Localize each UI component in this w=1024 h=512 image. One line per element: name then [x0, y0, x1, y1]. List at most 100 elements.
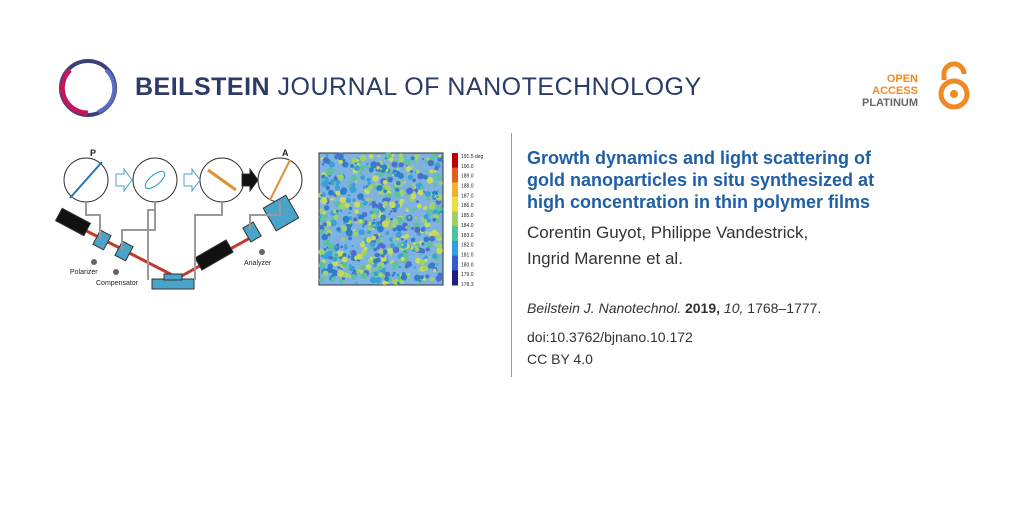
texture-spot — [377, 225, 384, 233]
texture-spot — [389, 253, 392, 257]
texture-spot — [398, 216, 404, 222]
texture-spot — [354, 255, 359, 261]
texture-spot — [325, 158, 331, 164]
texture-spot — [400, 241, 408, 249]
texture-spot — [320, 193, 324, 197]
texture-spot — [337, 174, 344, 181]
colorbar-segment — [452, 226, 458, 242]
texture-spot — [390, 222, 397, 228]
texture-spot — [388, 226, 391, 229]
texture-spot — [335, 190, 341, 196]
texture-spot — [428, 256, 431, 259]
texture-spot — [414, 247, 420, 252]
texture-spot — [358, 219, 363, 224]
texture-spot — [426, 241, 433, 248]
texture-spot — [389, 237, 394, 242]
texture-spot — [390, 210, 393, 213]
colorbar-label: 186.0 — [461, 203, 474, 209]
texture-spot — [380, 191, 385, 196]
texture-spot — [363, 246, 368, 251]
texture-spot — [382, 280, 387, 285]
texture-spot — [404, 158, 411, 166]
texture-spot — [410, 237, 416, 243]
texture-spot — [328, 182, 331, 185]
figure-label: P — [90, 148, 96, 158]
colorbar-label: 187.0 — [461, 193, 474, 199]
texture-spot — [410, 156, 415, 161]
texture-spot — [373, 224, 376, 227]
texture-spot — [438, 181, 443, 186]
colorbar-segment — [452, 153, 458, 169]
texture-spot — [323, 222, 328, 227]
colorbar-segment — [452, 270, 458, 286]
texture-spot — [396, 281, 400, 285]
texture-spot — [371, 162, 374, 165]
texture-spot — [395, 231, 402, 239]
texture-spot — [426, 209, 434, 216]
texture-spot — [339, 196, 347, 204]
texture-spot — [428, 250, 432, 253]
texture-spot — [414, 226, 421, 233]
texture-spot — [342, 252, 347, 258]
texture-spot — [340, 245, 344, 249]
texture-spot — [360, 175, 366, 181]
texture-spot — [413, 266, 417, 269]
divider — [511, 133, 512, 377]
colorbar-label: 185.0 — [461, 213, 474, 219]
texture-spot — [335, 209, 339, 213]
texture-spot — [411, 165, 414, 169]
texture-spot — [409, 169, 413, 174]
texture-spot — [333, 214, 339, 220]
texture-spot — [422, 265, 429, 271]
texture-spot — [407, 174, 414, 180]
texture-spot — [376, 185, 383, 192]
texture-spot — [323, 247, 327, 251]
texture-spot — [391, 153, 395, 157]
texture-spot — [424, 255, 428, 259]
texture-spot — [322, 239, 330, 247]
texture-spot — [401, 201, 405, 205]
colorbar-segment — [452, 197, 458, 213]
texture-spot — [425, 191, 432, 197]
texture-spot — [319, 217, 324, 222]
texture-spot — [349, 264, 352, 267]
texture-spot — [377, 214, 382, 218]
figure-label: Analyzer — [244, 260, 272, 267]
texture-spot — [430, 201, 435, 206]
texture-spot — [354, 162, 357, 165]
texture-spot — [373, 247, 378, 252]
colorbar-segment — [452, 255, 458, 271]
texture-spot — [382, 249, 388, 255]
texture-spot — [436, 247, 443, 254]
texture-spot — [426, 157, 430, 161]
texture-spot — [342, 276, 346, 280]
texture-spot — [382, 180, 388, 185]
texture-spot — [362, 225, 365, 228]
texture-spot — [372, 207, 379, 214]
texture-spot — [423, 236, 430, 243]
texture-spot — [371, 271, 374, 275]
texture-spot — [422, 185, 425, 189]
texture-spot — [429, 277, 435, 282]
texture-spot — [412, 221, 416, 225]
texture-spot — [427, 263, 433, 269]
texture-spot — [420, 227, 426, 232]
open-access-icon — [938, 61, 970, 110]
texture-spot — [361, 240, 365, 244]
texture-spot — [391, 274, 395, 277]
texture-spot — [350, 273, 357, 280]
texture-spot — [414, 216, 418, 219]
texture-spot — [334, 201, 341, 208]
texture-spot — [336, 179, 341, 185]
texture-spot — [392, 238, 396, 241]
texture-spot — [386, 247, 394, 255]
texture-spot — [398, 162, 405, 168]
texture-spot — [347, 194, 351, 197]
texture-spot — [393, 191, 401, 199]
article-title: Growth dynamics and light scattering of g… — [527, 148, 875, 212]
texture-spot — [354, 209, 359, 214]
texture-spot — [369, 256, 373, 261]
texture-spot — [418, 279, 422, 283]
texture-spot — [347, 184, 352, 189]
